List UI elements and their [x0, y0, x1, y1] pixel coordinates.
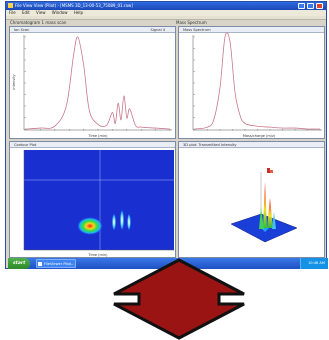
heatmap-peak — [127, 213, 131, 231]
chromatogram-xlabel: Time (min) — [87, 134, 108, 138]
taskbar-item[interactable]: FileViewer Pilot... — [36, 259, 76, 268]
heatmap-area — [24, 150, 174, 250]
menu-file[interactable]: File — [9, 10, 16, 15]
app-icon — [8, 3, 13, 8]
window-title: File View View (Pilot) - [MSMS 3D_13-00-… — [15, 3, 133, 8]
chromatogram-plot: Time (min) Intensity — [12, 35, 172, 138]
left-pane-label: Chromatogram 1 mass scan — [10, 20, 67, 25]
maximize-button[interactable] — [307, 3, 314, 9]
toolbar — [6, 16, 326, 20]
chromatogram-title: Ion Scan Signal 4 — [10, 27, 175, 33]
menu-help[interactable]: Help — [73, 10, 83, 15]
taskbar: start FileViewer Pilot... 10:46 AM — [8, 258, 328, 269]
menu-bar: File Edit View Window Help — [6, 10, 326, 16]
double-arrow-icon — [113, 258, 245, 340]
spectrum-plot: Mass/charge (m/z) — [192, 32, 322, 138]
surface3d-panel[interactable]: 3D plot: Transmitted Intensity — [178, 141, 325, 258]
spectrum-series — [194, 32, 321, 130]
chromatogram-ylabel: Intensity — [12, 74, 16, 89]
menu-edit[interactable]: Edit — [21, 10, 30, 15]
surface3d-plot — [230, 168, 298, 243]
heatmap-xlabel: Time (min) — [87, 253, 108, 257]
minimize-button[interactable] — [298, 3, 305, 9]
spectrum-xlabel: Mass/charge (m/z) — [243, 134, 276, 138]
start-button[interactable]: start — [8, 258, 30, 269]
heatmap-title: Contour Plot — [10, 142, 175, 148]
heatmap-panel[interactable]: Contour Plot — [9, 141, 176, 258]
spectrum-panel[interactable]: Mass Spectrum Mass/charge (m/z) — [178, 26, 325, 139]
app-window: File View View (Pilot) - [MSMS 3D_13-00-… — [5, 1, 327, 269]
spectrum-title: Mass Spectrum — [179, 27, 324, 33]
right-pane-label: Mass Spectrum — [176, 20, 207, 25]
heatmap-peak — [119, 209, 125, 231]
heatmap-peak-main — [77, 217, 103, 235]
title-bar[interactable]: File View View (Pilot) - [MSMS 3D_13-00-… — [6, 2, 326, 10]
surface3d-title: 3D plot: Transmitted Intensity — [179, 142, 324, 148]
surface-peak — [263, 182, 267, 228]
chromatogram-series — [25, 36, 171, 130]
close-button[interactable] — [316, 3, 323, 9]
chromatogram-panel[interactable]: Ion Scan Signal 4 Time (min) Intensity — [9, 26, 176, 139]
menu-view[interactable]: View — [36, 10, 46, 15]
heatmap-plot: Time (min) — [23, 150, 174, 257]
system-tray-clock: 10:46 AM — [300, 258, 328, 269]
heatmap-peak — [111, 213, 117, 231]
app-icon — [38, 262, 42, 266]
menu-window[interactable]: Window — [51, 10, 68, 15]
